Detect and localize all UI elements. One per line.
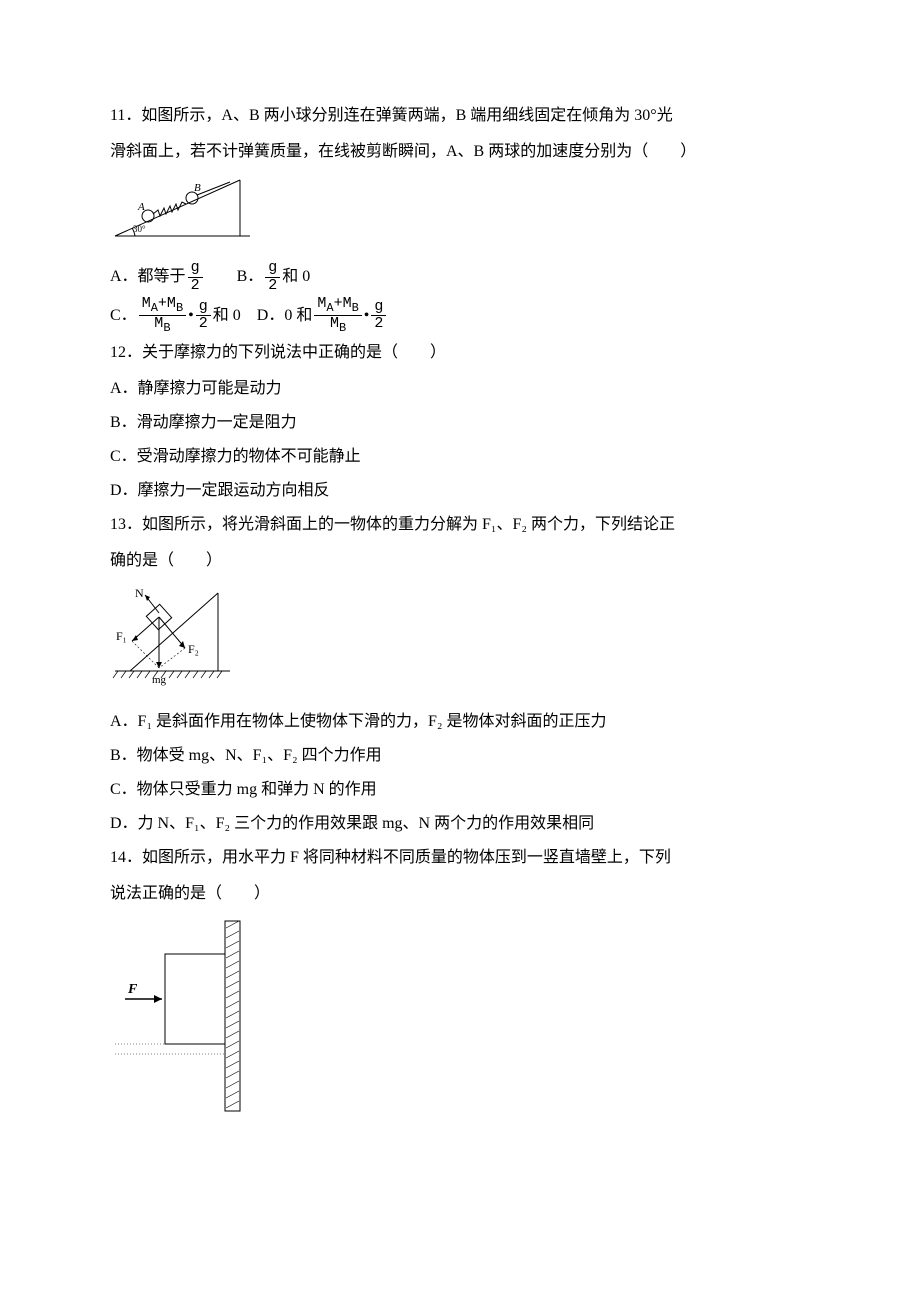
svg-text:F₂: F₂	[188, 642, 199, 656]
q14-figure: F	[110, 916, 810, 1128]
q11-c-frac2: g 2	[196, 299, 211, 333]
q12-text: 12．关于摩擦力的下列说法中正确的是（ ）	[110, 337, 810, 369]
q11-d-frac1: MA+MB MB	[314, 296, 361, 335]
q11-option-cd: C． MA+MB MB • g 2 和 0 D．0 和 MA+MB MB • g…	[110, 296, 810, 335]
q13-figure: N F₁ F₂ mg	[110, 583, 810, 700]
question-12: 12．关于摩擦力的下列说法中正确的是（ ） A．静摩擦力可能是动力 B．滑动摩擦…	[110, 337, 810, 507]
q13-line2: 确的是（ ）	[110, 545, 810, 577]
q12-option-a: A．静摩擦力可能是动力	[110, 373, 810, 405]
svg-text:A: A	[137, 201, 145, 213]
q11-b-frac: g 2	[265, 260, 280, 294]
q11-option-ab: A．都等于 g 2 B． g 2 和 0	[110, 260, 810, 294]
q11-c-mid: •	[188, 300, 194, 332]
q11-line2: 滑斜面上，若不计弹簧质量，在线被剪断瞬间，A、B 两球的加速度分别为（ ）	[110, 136, 810, 168]
q13-line1: 13．如图所示，将光滑斜面上的一物体的重力分解为 F₁、F₂ 两个力，下列结论正	[110, 509, 810, 541]
q11-d-frac2: g 2	[371, 299, 386, 333]
q11-a-prefix: A．都等于	[110, 261, 186, 293]
question-13: 13．如图所示，将光滑斜面上的一物体的重力分解为 F₁、F₂ 两个力，下列结论正…	[110, 509, 810, 840]
q12-option-c: C．受滑动摩擦力的物体不可能静止	[110, 441, 810, 473]
q11-a-frac: g 2	[188, 260, 203, 294]
svg-text:mg: mg	[152, 674, 167, 686]
svg-text:F: F	[127, 982, 138, 997]
q11-line1: 11．如图所示，A、B 两小球分别连在弹簧两端，B 端用细线固定在倾角为 30°…	[110, 100, 810, 132]
q11-c-frac1: MA+MB MB	[139, 296, 186, 335]
q13-option-d: D．力 N、F₁、F₂ 三个力的作用效果跟 mg、N 两个力的作用效果相同	[110, 808, 810, 840]
q14-line2: 说法正确的是（ ）	[110, 878, 810, 910]
question-11: 11．如图所示，A、B 两小球分别连在弹簧两端，B 端用细线固定在倾角为 30°…	[110, 100, 810, 335]
q14-line1: 14．如图所示，用水平力 F 将同种材料不同质量的物体压到一竖直墙壁上，下列	[110, 842, 810, 874]
q11-c-prefix: C．	[110, 300, 137, 332]
svg-text:30°: 30°	[133, 224, 146, 234]
q11-c-suffix: 和 0	[213, 300, 241, 332]
q13-option-a: A．F₁ 是斜面作用在物体上使物体下滑的力，F₂ 是物体对斜面的正压力	[110, 706, 810, 738]
q12-option-b: B．滑动摩擦力一定是阻力	[110, 407, 810, 439]
q11-d-mid: •	[364, 300, 370, 332]
svg-text:B: B	[194, 182, 201, 194]
svg-text:F₁: F₁	[116, 629, 127, 643]
q11-b-prefix: B．	[205, 261, 264, 293]
q13-option-b: B．物体受 mg、N、F₁、F₂ 四个力作用	[110, 740, 810, 772]
question-14: 14．如图所示，用水平力 F 将同种材料不同质量的物体压到一竖直墙壁上，下列 说…	[110, 842, 810, 1128]
svg-text:N: N	[135, 586, 144, 600]
q13-option-c: C．物体只受重力 mg 和弹力 N 的作用	[110, 774, 810, 806]
q11-d-prefix: D．0 和	[241, 300, 313, 332]
q12-option-d: D．摩擦力一定跟运动方向相反	[110, 475, 810, 507]
q11-figure: 30° A B	[110, 174, 810, 254]
q11-b-suffix: 和 0	[282, 261, 310, 293]
